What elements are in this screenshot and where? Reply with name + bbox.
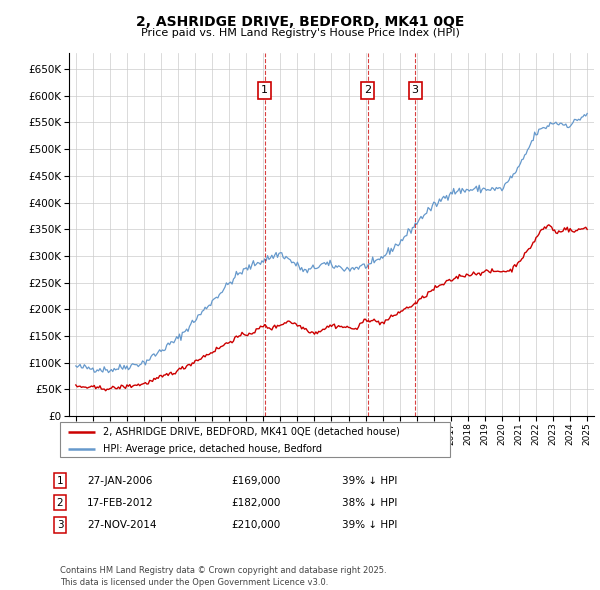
Text: 17-FEB-2012: 17-FEB-2012: [87, 498, 154, 507]
FancyBboxPatch shape: [60, 422, 450, 457]
Text: 1: 1: [261, 86, 268, 96]
Text: £182,000: £182,000: [231, 498, 280, 507]
Text: 39% ↓ HPI: 39% ↓ HPI: [342, 476, 397, 486]
Text: HPI: Average price, detached house, Bedford: HPI: Average price, detached house, Bedf…: [103, 444, 322, 454]
Text: 3: 3: [56, 520, 64, 530]
Text: £210,000: £210,000: [231, 520, 280, 530]
Text: 3: 3: [412, 86, 419, 96]
Text: 2: 2: [364, 86, 371, 96]
Text: 27-JAN-2006: 27-JAN-2006: [87, 476, 152, 486]
Text: £169,000: £169,000: [231, 476, 280, 486]
Text: 2: 2: [56, 498, 64, 507]
Text: 27-NOV-2014: 27-NOV-2014: [87, 520, 157, 530]
Text: Contains HM Land Registry data © Crown copyright and database right 2025.
This d: Contains HM Land Registry data © Crown c…: [60, 566, 386, 587]
Text: 1: 1: [56, 476, 64, 486]
Text: 39% ↓ HPI: 39% ↓ HPI: [342, 520, 397, 530]
Text: 2, ASHRIDGE DRIVE, BEDFORD, MK41 0QE (detached house): 2, ASHRIDGE DRIVE, BEDFORD, MK41 0QE (de…: [103, 427, 400, 437]
Text: Price paid vs. HM Land Registry's House Price Index (HPI): Price paid vs. HM Land Registry's House …: [140, 28, 460, 38]
Text: 2, ASHRIDGE DRIVE, BEDFORD, MK41 0QE: 2, ASHRIDGE DRIVE, BEDFORD, MK41 0QE: [136, 15, 464, 30]
Text: 38% ↓ HPI: 38% ↓ HPI: [342, 498, 397, 507]
